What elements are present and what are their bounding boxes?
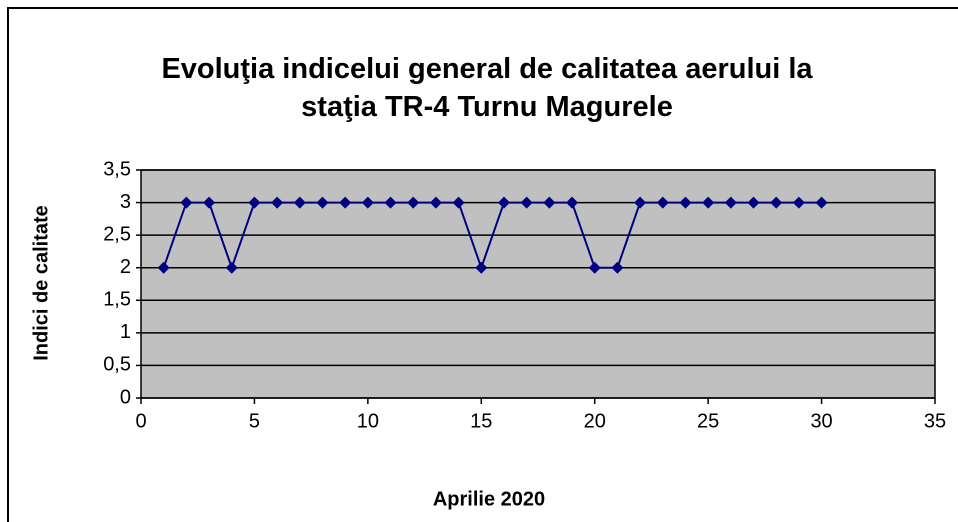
x-tick-label: 10	[357, 410, 379, 432]
data-point	[339, 196, 352, 209]
y-tick-label: 3,5	[103, 158, 131, 180]
data-point	[792, 196, 805, 209]
data-point	[815, 196, 828, 209]
y-tick-label: 0,5	[103, 354, 131, 376]
data-point	[316, 196, 329, 209]
plot-area	[140, 169, 936, 399]
data-point	[543, 196, 556, 209]
x-tick-label: 5	[249, 410, 260, 432]
data-point	[361, 196, 374, 209]
data-point	[407, 196, 420, 209]
data-point	[452, 196, 465, 209]
x-tick-label: 35	[924, 410, 946, 432]
y-tick-label: 1,5	[103, 289, 131, 311]
data-point	[702, 196, 715, 209]
data-point	[384, 196, 397, 209]
data-point	[293, 196, 306, 209]
x-tick-label: 0	[135, 410, 146, 432]
data-point	[271, 196, 284, 209]
data-point	[679, 196, 692, 209]
x-axis-label: Aprilie 2020	[433, 488, 545, 510]
data-point	[520, 196, 533, 209]
x-tick-label: 25	[697, 410, 719, 432]
x-tick-label: 30	[810, 410, 832, 432]
data-point	[656, 196, 669, 209]
data-point	[225, 261, 238, 274]
data-point	[180, 196, 193, 209]
data-point	[429, 196, 442, 209]
data-point	[566, 196, 579, 209]
y-tick-label: 2	[120, 256, 131, 278]
data-point	[203, 196, 216, 209]
y-tick-label: 3	[120, 191, 131, 213]
data-point	[747, 196, 760, 209]
data-point	[248, 196, 261, 209]
y-tick-label: 2,5	[103, 223, 131, 245]
data-point	[770, 196, 783, 209]
data-point	[724, 196, 737, 209]
y-tick-label: 0	[120, 386, 131, 408]
data-point	[157, 261, 170, 274]
x-tick-label: 20	[584, 410, 606, 432]
x-tick-label: 15	[470, 410, 492, 432]
chart-title: Evoluţia indicelui general de calitatea …	[161, 53, 813, 123]
data-point	[611, 261, 624, 274]
data-point	[497, 196, 510, 209]
y-axis-label: Indici de calitate	[30, 205, 52, 361]
data-point	[475, 261, 488, 274]
y-tick-label: 1	[120, 321, 131, 343]
data-point	[588, 261, 601, 274]
data-point	[634, 196, 647, 209]
